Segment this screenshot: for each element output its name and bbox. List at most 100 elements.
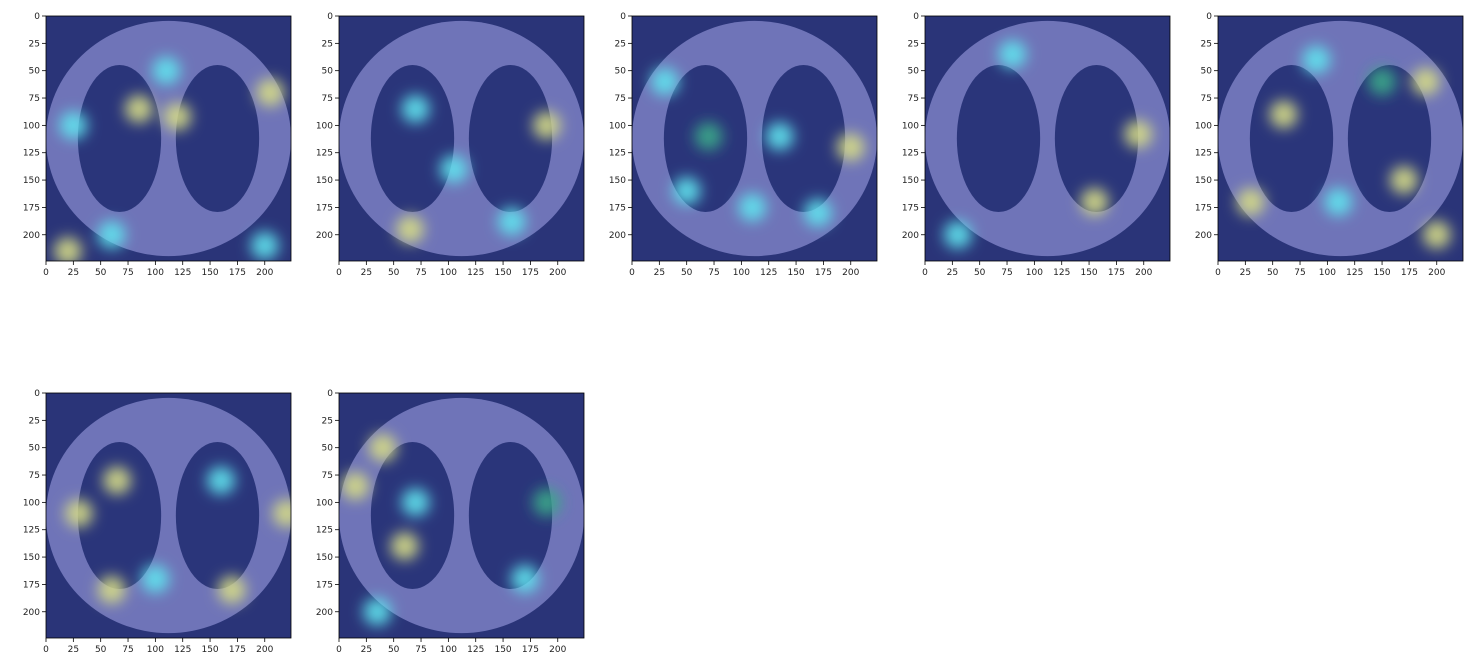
x-tick-label: 0 (43, 645, 49, 655)
y-tick-label: 75 (908, 94, 919, 104)
heatmap-panel-2: 0 25 50 75 100 125 150 175 200 0 25 50 75 100 125 150 17… (309, 8, 594, 283)
axes-frame (631, 15, 878, 262)
x-tick-label: 125 (467, 645, 484, 655)
heat-hotspot (694, 122, 723, 151)
heatmap-panel-6: 0 25 50 75 100 125 150 175 200 0 25 50 75 100 125 150 17… (16, 385, 301, 660)
x-tick-label: 200 (1428, 268, 1445, 278)
heatmap-panel-5: 0 25 50 75 100 125 150 175 200 0 25 50 75 100 125 150 17… (1188, 8, 1473, 283)
y-tick-label: 125 (609, 149, 626, 159)
x-tick-label: 125 (760, 268, 777, 278)
right-lung (175, 442, 260, 589)
y-tick-label: 50 (322, 67, 334, 77)
y-tick-label: 175 (902, 203, 919, 213)
y-tick-label: 0 (913, 12, 919, 22)
heat-hotspot (363, 597, 392, 626)
y-tick-label: 25 (322, 416, 333, 426)
left-lung (77, 65, 162, 212)
y-tick-label: 175 (316, 203, 333, 213)
y-tick-label: 200 (902, 231, 919, 241)
heat-hotspot (1269, 100, 1298, 129)
heat-hotspot (1302, 45, 1331, 74)
heat-hotspot (341, 471, 370, 500)
x-tick-label: 0 (922, 268, 928, 278)
x-tick-label: 50 (95, 645, 107, 655)
x-tick-label: 50 (388, 645, 400, 655)
heat-hotspot (439, 155, 468, 184)
heat-hotspot (396, 215, 425, 244)
x-tick-label: 125 (174, 268, 191, 278)
x-tick-label: 125 (174, 645, 191, 655)
y-tick-label: 125 (1195, 149, 1212, 159)
x-tick-label: 50 (681, 268, 693, 278)
heat-hotspot (53, 237, 82, 261)
x-tick-label: 175 (229, 645, 246, 655)
panel-svg: 0 25 50 75 100 125 150 175 200 0 25 50 75 100 125 150 17… (902, 12, 1171, 278)
y-tick-label: 75 (29, 471, 40, 481)
x-tick-label: 100 (1026, 268, 1043, 278)
y-tick-label: 150 (609, 176, 626, 186)
x-tick-label: 75 (415, 645, 426, 655)
x-tick-label: 175 (522, 645, 539, 655)
x-tick-label: 150 (494, 268, 511, 278)
panel-svg: 0 25 50 75 100 125 150 175 200 0 25 50 75 100 125 150 17… (316, 389, 585, 655)
right-lung (468, 442, 553, 589)
y-tick-label: 25 (322, 39, 333, 49)
left-lung (77, 442, 162, 589)
heat-hotspot (217, 575, 246, 604)
y-tick-label: 0 (1206, 12, 1212, 22)
heat-hotspot (272, 499, 291, 528)
x-tick-label: 100 (147, 645, 164, 655)
ct-image (632, 16, 877, 261)
x-tick-label: 150 (787, 268, 804, 278)
y-tick-label: 100 (902, 121, 919, 131)
y-tick-label: 75 (29, 94, 40, 104)
y-tick-label: 175 (23, 203, 40, 213)
heat-hotspot (103, 466, 132, 495)
x-tick-label: 75 (122, 645, 133, 655)
y-tick-label: 25 (1201, 39, 1212, 49)
y-tick-label: 200 (316, 231, 333, 241)
x-tick-label: 25 (947, 268, 958, 278)
heat-hotspot (124, 94, 153, 123)
heat-hotspot (1368, 67, 1397, 96)
heat-hotspot (738, 193, 767, 222)
heat-hotspot (207, 466, 235, 495)
ct-image (925, 16, 1170, 261)
heat-hotspot (1080, 187, 1109, 216)
x-tick-label: 200 (842, 268, 859, 278)
x-tick-label: 100 (440, 645, 457, 655)
heat-hotspot (64, 499, 93, 528)
panel-svg: 0 25 50 75 100 125 150 175 200 0 25 50 75 100 125 150 17… (1195, 12, 1464, 278)
ct-image (46, 16, 291, 261)
heat-hotspot (401, 488, 430, 517)
heat-hotspot (836, 133, 865, 162)
y-tick-label: 150 (316, 553, 333, 563)
heat-hotspot (943, 220, 972, 249)
heat-hotspot (401, 94, 430, 123)
ct-image (46, 393, 291, 638)
x-tick-label: 200 (549, 645, 566, 655)
x-tick-label: 0 (43, 268, 49, 278)
y-tick-label: 0 (327, 12, 333, 22)
heat-hotspot (390, 532, 419, 561)
y-tick-label: 125 (316, 149, 333, 159)
x-tick-label: 175 (229, 268, 246, 278)
right-lung (1054, 65, 1139, 212)
left-lung (956, 65, 1041, 212)
heat-hotspot (1124, 120, 1153, 149)
y-tick-label: 200 (23, 608, 40, 618)
heatmap-panel-3: 0 25 50 75 100 125 150 175 200 0 25 50 75 100 125 150 17… (602, 8, 887, 283)
y-tick-label: 50 (1201, 67, 1213, 77)
x-tick-label: 200 (1135, 268, 1152, 278)
y-tick-label: 125 (23, 526, 40, 536)
heat-hotspot (532, 111, 561, 140)
heat-hotspot (1324, 187, 1353, 216)
x-tick-label: 200 (549, 268, 566, 278)
y-tick-label: 200 (23, 231, 40, 241)
heatmap-panel-4: 0 25 50 75 100 125 150 175 200 0 25 50 75 100 125 150 17… (895, 8, 1180, 283)
panel-svg: 0 25 50 75 100 125 150 175 200 0 25 50 75 100 125 150 17… (316, 12, 585, 278)
y-tick-label: 150 (902, 176, 919, 186)
x-tick-label: 175 (815, 268, 832, 278)
heat-hotspot (532, 488, 561, 517)
y-tick-label: 75 (322, 94, 333, 104)
